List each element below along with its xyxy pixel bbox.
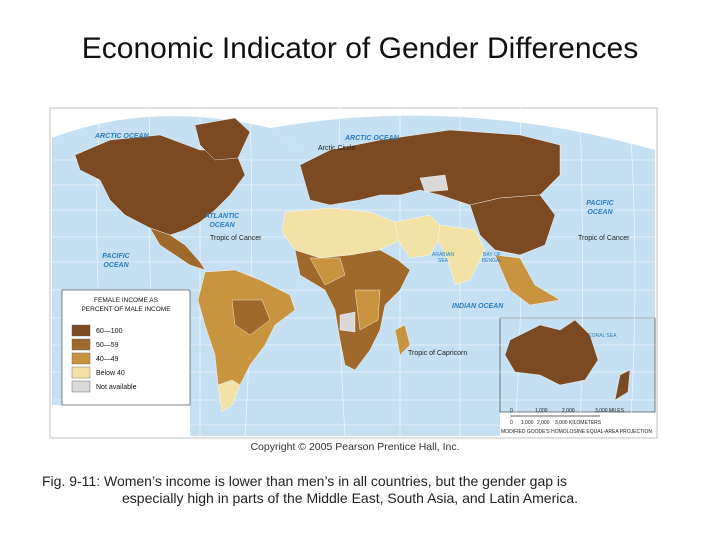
legend-label: Not available	[96, 384, 137, 391]
label-line: ARCTIC OCEAN	[344, 135, 400, 142]
ocean-label: ARCTIC OCEAN	[344, 135, 400, 142]
slide-title: Economic Indicator of Gender Differences	[82, 32, 638, 65]
legend-swatch	[71, 352, 91, 365]
legend-swatch	[71, 338, 91, 351]
copyright: Copyright © 2005 Pearson Prentice Hall, …	[250, 441, 459, 453]
ocean-label: INDIAN OCEAN	[452, 303, 504, 310]
north-america	[74, 134, 246, 236]
legend: FEMALE INCOME AS PERCENT OF MALE INCOME 6…	[61, 289, 191, 406]
scale-label: 3,000 KILOMETERS	[555, 420, 602, 426]
tropic-label: Tropic of Cancer	[578, 235, 630, 242]
tropic-label: Tropic of Capricorn	[408, 350, 467, 357]
sea-label: ARABIAN SEA	[432, 252, 454, 264]
scale-label: 2,000	[562, 408, 575, 414]
scale-label: 0	[510, 420, 513, 426]
map: ARCTIC OCEAN ARCTIC OCEAN Arctic Circle …	[49, 100, 658, 439]
label-line: PACIFIC	[586, 200, 614, 207]
new-zealand	[614, 369, 631, 401]
legend-swatch	[71, 380, 91, 393]
argentina	[217, 379, 241, 413]
ocean-label: PACIFIC OCEAN	[102, 253, 130, 269]
legend-label: 40—49	[96, 356, 119, 363]
south-asia	[437, 224, 486, 286]
label-line: OCEAN	[103, 262, 129, 269]
label-line: OCEAN	[209, 222, 235, 229]
scale-label: 2,000	[537, 420, 550, 426]
label-line: BAY OF	[483, 252, 501, 258]
label-line: INDIAN OCEAN	[452, 303, 504, 310]
caption-line: especially high in parts of the Middle E…	[122, 490, 578, 506]
south-america	[197, 269, 296, 411]
projection-note: MODIFIED GOODE'S HOMOLOSINE EQUAL-AREA P…	[501, 429, 652, 435]
bolivia-region	[231, 299, 271, 336]
scale-label: 1,000	[521, 420, 534, 426]
label-line: ARCTIC OCEAN	[94, 133, 150, 140]
sea-label: CORAL SEA	[588, 333, 617, 339]
madagascar	[394, 324, 411, 356]
label-line: CORAL SEA	[588, 333, 617, 339]
label-line: OCEAN	[587, 209, 613, 216]
not-available	[339, 174, 449, 333]
label-line: PACIFIC	[102, 253, 130, 260]
central-america	[149, 227, 206, 271]
legend-label: 60—100	[96, 328, 123, 335]
legend-title: FEMALE INCOME AS PERCENT OF MALE INCOME	[81, 297, 171, 313]
arctic-circle-label: Arctic Circle	[318, 145, 355, 152]
middle-east	[394, 214, 446, 259]
legend-label: Below 40	[96, 370, 125, 377]
china	[469, 194, 556, 256]
southeast-asia	[494, 254, 561, 306]
ocean-label: ARCTIC OCEAN	[94, 133, 150, 140]
west-africa	[309, 257, 381, 331]
label-line: ATLANTIC	[204, 213, 240, 220]
legend-swatch	[71, 324, 91, 337]
legend-label: 50—59	[96, 342, 119, 349]
greenland	[194, 117, 251, 161]
label-line: ARABIAN	[432, 252, 454, 258]
legend-title-line: FEMALE INCOME AS	[94, 297, 159, 304]
australia	[504, 319, 599, 386]
caption-line: Fig. 9-11: Women’s income is lower than …	[42, 473, 567, 489]
legend-swatch	[71, 366, 91, 379]
ocean-label: PACIFIC OCEAN	[586, 200, 614, 216]
scale-label: 3,000 MILES	[595, 408, 625, 414]
legend-title-line: PERCENT OF MALE INCOME	[81, 306, 171, 313]
ocean-label: ATLANTIC OCEAN	[204, 213, 240, 229]
label-line: SEA	[438, 258, 449, 264]
scale-bar: 0 1,000 2,000 3,000 MILES 0 1,000 2,000 …	[501, 408, 652, 435]
scale-label: 1,000	[535, 408, 548, 414]
tropic-label: Tropic of Cancer	[210, 235, 262, 242]
scale-label: 0	[510, 408, 513, 414]
sea-label: BAY OF BENGAL	[482, 252, 503, 264]
label-line: BENGAL	[482, 258, 503, 264]
